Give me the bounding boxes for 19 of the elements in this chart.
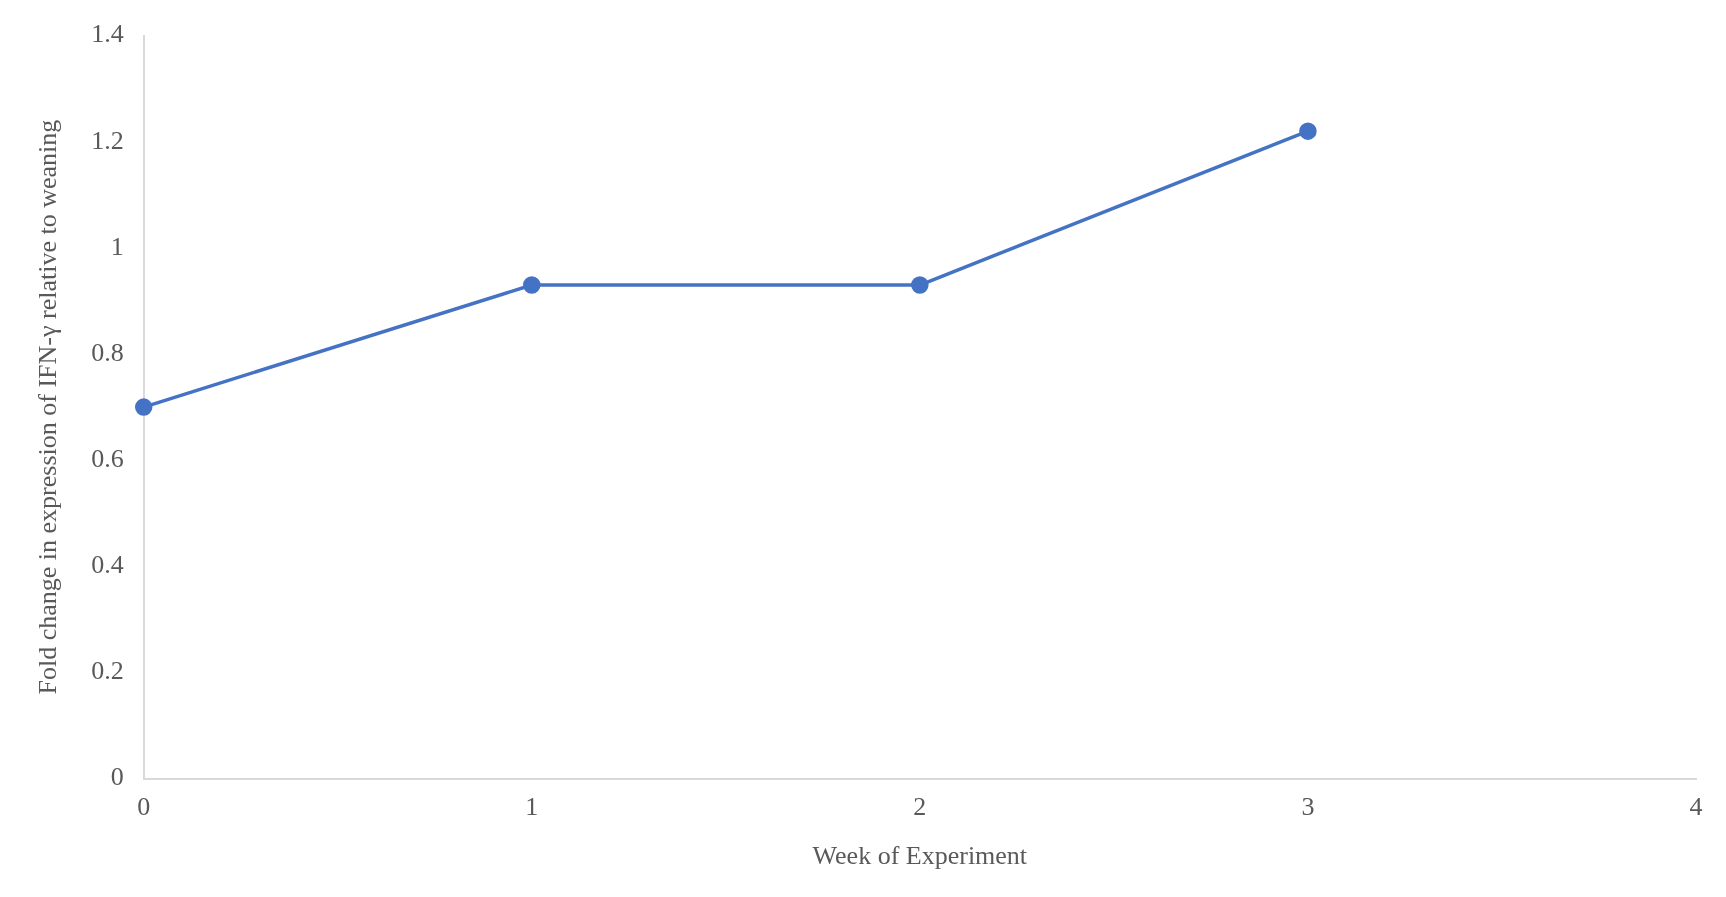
x-tick-label: 3	[1301, 792, 1315, 822]
point	[1299, 122, 1317, 140]
point	[134, 398, 153, 416]
y-tick-label: 0.4	[91, 550, 124, 580]
y-tick-label: 1.2	[91, 125, 124, 155]
y-tick-label: 1	[110, 231, 124, 261]
x-tick-label: 0	[137, 792, 151, 822]
x-axis-title: Week of Experiment	[812, 841, 1028, 871]
x-tick-label: 4	[1689, 792, 1703, 822]
y-axis-title: Fold change in expression of IFN-γ relative to weaning	[33, 119, 63, 695]
point	[911, 276, 929, 294]
x-tick-label: 1	[525, 792, 539, 822]
y-tick-label: 1.4	[91, 19, 124, 49]
point	[523, 276, 541, 294]
y-tick-label: 0.2	[91, 656, 124, 686]
x-tick-label: 2	[913, 792, 927, 822]
y-tick-label: 0.8	[91, 337, 124, 367]
y-tick-label: 0	[110, 762, 124, 792]
y-tick-label: 0.6	[91, 444, 124, 473]
